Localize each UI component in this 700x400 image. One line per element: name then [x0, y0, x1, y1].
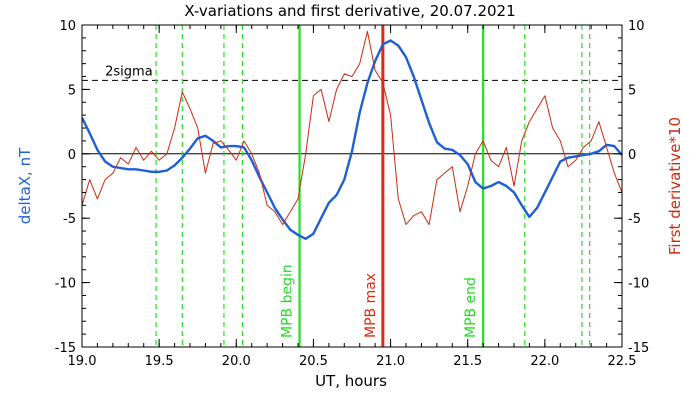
plot-area: 2sigma MPB begin MPB max MPB end	[82, 25, 622, 347]
mpb-marker-label: MPB end	[463, 277, 479, 338]
mpb-marker-label: MPB begin	[280, 264, 296, 338]
y-left-tick-label: 0	[68, 148, 76, 163]
x-tick-label: 22.0	[530, 354, 559, 369]
y-right-tick-label: 5	[628, 83, 636, 98]
threshold-label: 2sigma	[105, 64, 153, 79]
x-tick-label: 21.5	[453, 354, 482, 369]
y-left-tick-label: -10	[55, 277, 76, 292]
y-left-tick-label: 10	[59, 19, 76, 34]
y-left-tick-label: -5	[63, 212, 76, 227]
y-right-tick-label: -10	[628, 277, 649, 292]
derivative-series-line	[82, 30, 622, 226]
x-tick-label: 22.5	[608, 354, 637, 369]
y-right-tick-label: 0	[628, 148, 636, 163]
x-tick-label: 20.5	[299, 354, 328, 369]
y-right-tick-label: -5	[628, 212, 641, 227]
right-y-axis-title: First derivative*10	[666, 117, 684, 255]
x-tick-label: 21.0	[376, 354, 405, 369]
mpb-max-label: MPB max	[363, 273, 379, 338]
axes: 19.0 19.5 20.0 20.5 21.0 21.5 22.0 22.5 10 10 5 5 0 0…	[55, 19, 649, 369]
y-right-tick-label: -15	[628, 341, 649, 356]
x-axis-title: UT, hours	[315, 372, 387, 390]
plot-frame	[81, 24, 623, 348]
deltax-series-line	[82, 39, 622, 240]
x-tick-label: 19.0	[68, 354, 97, 369]
y-right-tick-label: 10	[628, 19, 645, 34]
y-left-tick-label: -15	[55, 341, 76, 356]
x-tick-label: 19.5	[145, 354, 174, 369]
chart-title: X-variations and first derivative, 20.07…	[184, 2, 515, 20]
x-tick-label: 20.0	[222, 354, 251, 369]
left-y-axis-title: deltaX, nT	[16, 147, 34, 224]
y-left-tick-label: 5	[68, 83, 76, 98]
